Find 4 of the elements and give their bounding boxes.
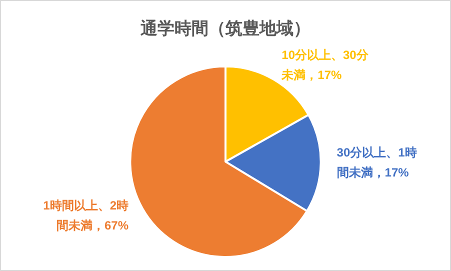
- slice-label: 30分以上、1時間未満，17%: [336, 146, 417, 180]
- slice-label: 1時間以上、2時間未満，67%: [43, 198, 129, 233]
- slice-label: 10分以上、30分未満，17%: [280, 48, 370, 82]
- chart-title: 通学時間（筑豊地域）: [140, 18, 310, 38]
